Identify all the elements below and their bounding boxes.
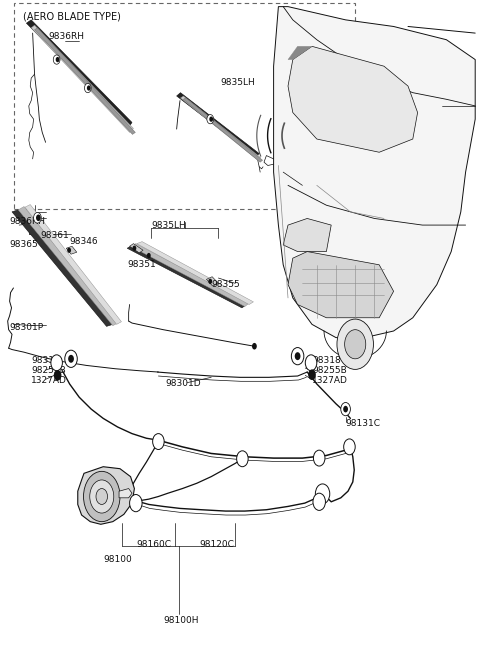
Polygon shape <box>78 467 134 524</box>
Text: 98346: 98346 <box>70 237 98 246</box>
Circle shape <box>147 253 151 258</box>
Polygon shape <box>66 246 77 254</box>
Text: 98351: 98351 <box>127 260 156 269</box>
Circle shape <box>345 330 366 359</box>
Circle shape <box>51 355 62 371</box>
Circle shape <box>36 214 41 221</box>
Polygon shape <box>183 98 263 162</box>
Circle shape <box>309 372 313 377</box>
Circle shape <box>84 83 91 93</box>
Text: 98131C: 98131C <box>346 419 381 428</box>
Text: 9835LH: 9835LH <box>221 78 255 87</box>
Text: 9835LH: 9835LH <box>151 220 186 230</box>
Polygon shape <box>283 218 331 252</box>
Circle shape <box>344 439 355 455</box>
Circle shape <box>209 117 213 122</box>
Circle shape <box>68 355 74 363</box>
Circle shape <box>315 484 330 504</box>
Polygon shape <box>206 277 218 286</box>
Text: 98355: 98355 <box>211 280 240 289</box>
Polygon shape <box>25 205 121 324</box>
Circle shape <box>53 55 60 64</box>
Circle shape <box>87 85 91 91</box>
Text: 98100: 98100 <box>103 555 132 564</box>
Text: 9836RH: 9836RH <box>10 217 46 226</box>
Polygon shape <box>288 46 418 152</box>
Text: 1327AD: 1327AD <box>31 376 67 385</box>
Polygon shape <box>127 246 245 308</box>
Circle shape <box>313 450 325 466</box>
Text: (AERO BLADE TYPE): (AERO BLADE TYPE) <box>23 11 121 21</box>
Circle shape <box>252 343 257 350</box>
Circle shape <box>67 248 71 253</box>
Circle shape <box>291 348 304 365</box>
Polygon shape <box>137 242 253 305</box>
Polygon shape <box>35 28 135 134</box>
Circle shape <box>34 213 41 223</box>
Circle shape <box>132 246 136 251</box>
Circle shape <box>341 402 350 416</box>
Circle shape <box>208 279 212 284</box>
Text: 98361: 98361 <box>41 230 70 240</box>
Text: 98160C: 98160C <box>137 540 172 549</box>
Polygon shape <box>131 244 249 307</box>
Text: 1327AD: 1327AD <box>312 376 348 385</box>
Polygon shape <box>31 25 133 132</box>
Text: 98120C: 98120C <box>199 540 234 549</box>
Polygon shape <box>288 46 312 60</box>
Circle shape <box>96 489 108 504</box>
Text: 98255B: 98255B <box>312 366 347 375</box>
Polygon shape <box>180 96 261 160</box>
Text: 98301D: 98301D <box>166 379 201 389</box>
Text: 98318: 98318 <box>312 356 341 365</box>
Text: 98301P: 98301P <box>10 323 44 332</box>
Circle shape <box>337 319 373 369</box>
Polygon shape <box>177 93 259 157</box>
Polygon shape <box>119 489 132 498</box>
Circle shape <box>130 495 142 512</box>
Circle shape <box>55 373 59 378</box>
Circle shape <box>313 493 325 510</box>
Text: 9836RH: 9836RH <box>48 32 84 41</box>
Polygon shape <box>26 20 132 127</box>
Circle shape <box>153 434 164 449</box>
Text: 98318: 98318 <box>31 356 60 365</box>
Circle shape <box>84 471 120 522</box>
Circle shape <box>90 480 114 513</box>
Polygon shape <box>274 7 475 338</box>
Circle shape <box>207 115 214 124</box>
Circle shape <box>237 451 248 467</box>
Polygon shape <box>288 252 394 318</box>
Polygon shape <box>12 210 113 326</box>
Text: 98100H: 98100H <box>163 616 199 626</box>
Circle shape <box>308 369 316 380</box>
Text: 98255B: 98255B <box>31 366 66 375</box>
Circle shape <box>295 352 300 360</box>
Polygon shape <box>18 207 118 326</box>
Circle shape <box>54 370 61 381</box>
Text: 98365: 98365 <box>10 240 38 250</box>
Circle shape <box>343 406 348 412</box>
Circle shape <box>56 57 60 62</box>
Polygon shape <box>130 244 143 253</box>
Circle shape <box>65 350 77 367</box>
Circle shape <box>305 355 317 371</box>
